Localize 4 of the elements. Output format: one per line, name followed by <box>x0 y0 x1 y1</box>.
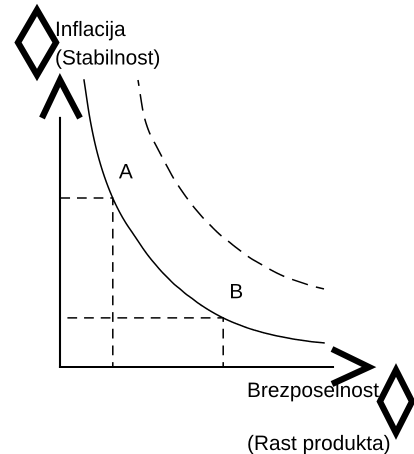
y-axis-title: Inflacija (Stabilnost) <box>56 20 160 69</box>
ref-line-label: A <box>118 164 133 178</box>
text: Brezposelnost (Rast produkta) <box>248 382 390 454</box>
ref-line-label: B <box>231 284 242 298</box>
